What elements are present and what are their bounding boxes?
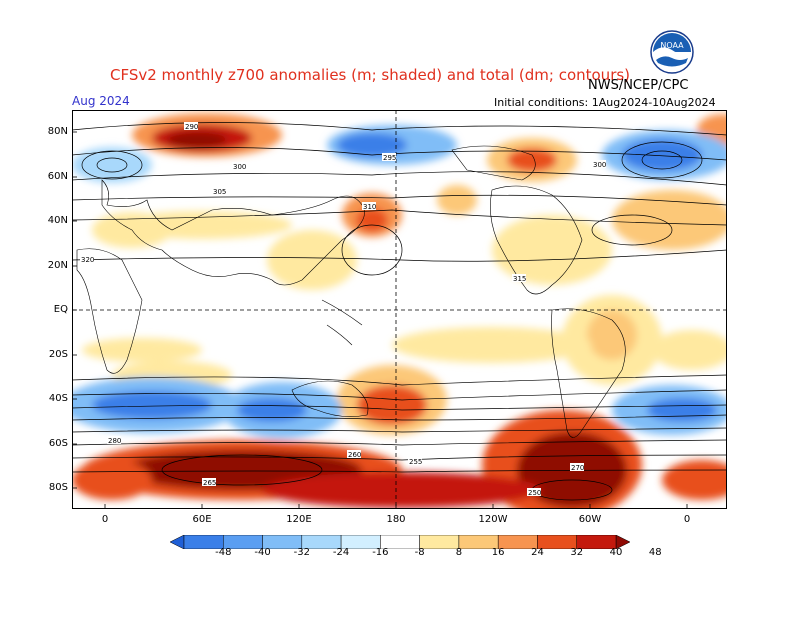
lat-label-60s: 60S [48, 438, 68, 449]
colorbar-label: -24 [332, 547, 350, 558]
axis-ticks [72, 131, 688, 509]
contour-label: 250 [528, 489, 541, 497]
contour-label: 260 [348, 451, 361, 459]
contour-label: 280 [108, 437, 121, 445]
colorbar-label: 32 [570, 547, 584, 558]
contour-label: 320 [81, 256, 94, 264]
colorbar-label: 40 [609, 547, 623, 558]
lon-label-120e: 120E [286, 514, 312, 525]
valid-month: Aug 2024 [72, 94, 130, 108]
lat-label-80s: 80S [48, 482, 68, 493]
colorbar-label: 48 [648, 547, 662, 558]
lat-label-20s: 20S [48, 349, 68, 360]
lon-label-0-east: 0 [683, 514, 691, 525]
contour-label: 265 [203, 479, 216, 487]
colorbar-cap-low [169, 534, 185, 550]
colorbar-label: 16 [491, 547, 505, 558]
contour-label: 305 [213, 188, 226, 196]
lat-label-eq: EQ [53, 304, 68, 315]
agency-label: NWS/NCEP/CPC [588, 78, 689, 93]
contour-label: 315 [513, 275, 526, 283]
lat-label-20n: 20N [47, 260, 68, 271]
contour-label: 295 [383, 154, 396, 162]
contour-label-group: 290 295 300 300 305 310 315 320 280 270 [80, 122, 606, 497]
contour-label: 300 [593, 161, 606, 169]
anomaly-shading [72, 113, 727, 509]
colorbar-label: -16 [372, 547, 389, 558]
logo-text: NOAA [660, 41, 684, 50]
lat-label-80n: 80N [47, 126, 68, 137]
lon-label-120w: 120W [478, 514, 508, 525]
lat-label-40s: 40S [48, 393, 68, 404]
contour-label: 300 [233, 163, 246, 171]
map-title: CFSv2 monthly z700 anomalies (m; shaded)… [110, 66, 631, 84]
contour-label: 255 [409, 458, 422, 466]
anomaly-map: 290 295 300 300 305 310 315 320 280 270 [72, 110, 727, 513]
colorbar [169, 534, 631, 553]
colorbar-label: -8 [414, 547, 425, 558]
initial-conditions: Initial conditions: 1Aug2024-10Aug2024 [494, 96, 716, 109]
lon-label-0: 0 [101, 514, 109, 525]
colorbar-label: -32 [293, 547, 310, 558]
contour-label: 270 [571, 464, 584, 472]
colorbar-label: -40 [254, 547, 271, 558]
colorbar-label: -48 [215, 547, 232, 558]
map-border [72, 110, 727, 509]
contour-label: 310 [363, 203, 376, 211]
lon-label-180: 180 [386, 514, 406, 525]
colorbar-label: 8 [455, 547, 463, 558]
contour-label: 290 [185, 123, 198, 131]
lat-label-40n: 40N [47, 215, 68, 226]
height-contours [72, 122, 727, 501]
colorbar-label: 24 [531, 547, 544, 558]
lon-label-60e: 60E [192, 514, 212, 525]
lat-label-60n: 60N [47, 171, 68, 182]
lon-label-60w: 60W [578, 514, 602, 525]
noaa-logo-icon: NOAA [650, 30, 694, 74]
